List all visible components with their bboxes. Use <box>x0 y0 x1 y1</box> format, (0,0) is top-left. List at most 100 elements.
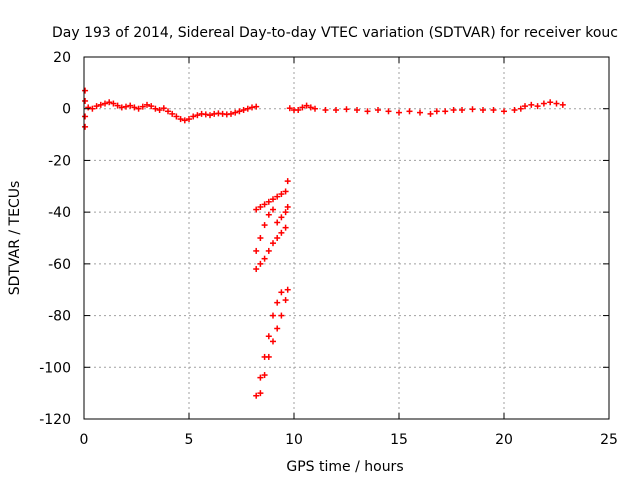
data-point <box>282 224 289 231</box>
data-point <box>265 247 272 254</box>
y-axis-label: SDTVAR / TECUs <box>7 181 23 296</box>
data-point <box>534 103 541 110</box>
data-point <box>354 107 360 114</box>
y-tick-label: -80 <box>48 309 71 325</box>
data-point <box>299 104 306 111</box>
data-point <box>274 299 281 306</box>
data-point <box>169 110 176 117</box>
data-point <box>270 338 276 345</box>
data-point <box>265 353 272 360</box>
data-point <box>547 99 554 106</box>
data-point <box>559 101 566 108</box>
plot-frame <box>83 56 610 420</box>
data-point <box>274 235 281 241</box>
data-point <box>232 109 239 116</box>
data-point <box>469 106 476 113</box>
data-point <box>459 107 465 114</box>
data-point <box>265 333 272 340</box>
data-point <box>127 102 134 109</box>
data-point <box>406 108 413 115</box>
y-tick-label: -20 <box>48 153 71 169</box>
data-point <box>396 109 402 116</box>
data-point <box>553 100 560 107</box>
data-point <box>261 255 268 262</box>
data-point <box>261 201 268 208</box>
data-point <box>278 214 285 221</box>
data-point <box>284 286 291 293</box>
data-point <box>82 113 89 120</box>
data-point <box>102 100 108 107</box>
data-point <box>312 105 318 112</box>
data-point <box>253 247 260 254</box>
grid <box>84 57 609 419</box>
data-point <box>286 105 293 112</box>
data-point <box>118 104 125 111</box>
data-point <box>270 240 276 247</box>
data-point <box>511 107 518 114</box>
data-point <box>442 108 449 115</box>
data-point <box>480 107 486 114</box>
data-point <box>307 104 314 111</box>
data-point <box>181 117 188 124</box>
x-tick-label: 20 <box>495 432 513 448</box>
data-point <box>257 374 264 381</box>
data-point <box>253 266 260 273</box>
x-tick-label: 10 <box>285 432 303 448</box>
data-point <box>257 390 264 397</box>
data-point <box>186 116 192 123</box>
y-tick-label: -100 <box>39 360 71 376</box>
data-point <box>528 101 535 108</box>
data-point <box>253 392 260 399</box>
data-point <box>265 198 272 205</box>
y-tick-label: -60 <box>48 257 71 273</box>
data-point <box>253 206 260 213</box>
data-point <box>501 108 507 115</box>
data-point <box>240 107 247 114</box>
data-point <box>257 203 264 210</box>
data-point <box>282 188 289 195</box>
data-point <box>202 111 209 118</box>
x-tick-label: 15 <box>390 432 408 448</box>
x-tick-label: 5 <box>185 432 194 448</box>
data-point <box>82 87 89 94</box>
x-tick-label: 0 <box>80 432 89 448</box>
data-point <box>322 107 329 114</box>
data-point <box>270 196 276 203</box>
data-point <box>282 297 289 304</box>
chart-title: Day 193 of 2014, Sidereal Day-to-day VTE… <box>52 25 618 41</box>
data-point <box>295 107 302 114</box>
data-point <box>257 235 264 241</box>
data-points <box>82 87 566 399</box>
data-point <box>139 103 146 110</box>
data-point <box>190 113 197 120</box>
x-tick-label: 25 <box>600 432 618 448</box>
data-point <box>261 372 268 379</box>
data-point <box>173 113 180 120</box>
data-point <box>274 325 281 332</box>
data-point <box>450 107 457 114</box>
data-point <box>253 103 260 110</box>
data-point <box>135 105 142 112</box>
axes: 0 5 10 15 20 25 20 0 -20 -40 -60 -80 -100 -120 <box>39 50 618 448</box>
y-tick-label: -40 <box>48 205 71 221</box>
data-point <box>274 193 281 200</box>
data-point <box>148 103 155 110</box>
data-point <box>282 209 289 216</box>
data-point <box>490 107 497 114</box>
data-point <box>284 178 291 185</box>
data-point <box>517 105 524 112</box>
data-point <box>82 97 89 104</box>
data-point <box>97 101 104 108</box>
data-point <box>257 260 264 267</box>
data-point <box>270 206 276 213</box>
y-tick-label: 0 <box>62 102 71 118</box>
data-point <box>236 108 243 115</box>
data-point <box>123 103 129 110</box>
data-point <box>228 110 234 117</box>
data-point <box>278 289 285 296</box>
data-point <box>85 104 92 111</box>
data-point <box>385 108 392 115</box>
data-point <box>110 100 117 107</box>
data-point <box>106 99 113 106</box>
